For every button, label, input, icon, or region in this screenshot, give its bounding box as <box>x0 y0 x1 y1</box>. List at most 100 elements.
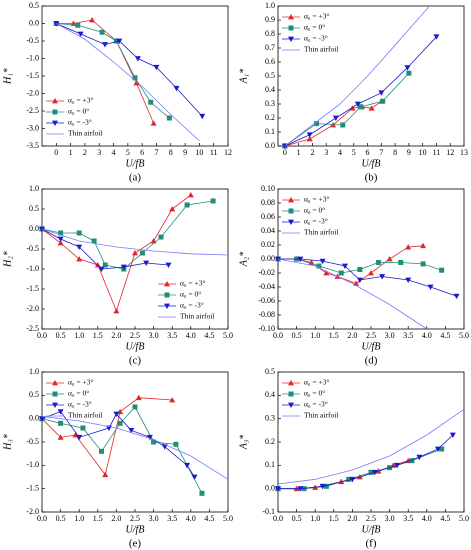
x-tick-label: 3.5 <box>403 331 413 340</box>
marker <box>427 284 434 290</box>
legend-label: α₀ = +3° <box>68 96 94 105</box>
marker <box>306 136 313 142</box>
marker <box>116 38 123 44</box>
x-tick-label: 7 <box>379 148 383 157</box>
x-tick-label: 4.0 <box>186 331 196 340</box>
x-tick-label: 4.5 <box>204 331 214 340</box>
marker <box>113 38 119 44</box>
legend: α₀ = +3° α₀ = 0° α₀ = -3° Thin airfoil <box>282 12 338 54</box>
marker <box>76 434 83 441</box>
legend-label: α₀ = +3° <box>304 378 330 387</box>
x-tick-label: 1.0 <box>74 331 84 340</box>
y-tick-label: 0.5 <box>265 71 275 80</box>
marker <box>77 31 84 37</box>
x-tick-label: 4.0 <box>186 514 196 523</box>
panel-caption: (b) <box>365 172 378 184</box>
marker <box>76 244 83 250</box>
marker <box>378 90 385 96</box>
x-tick-label: 5.0 <box>223 514 233 523</box>
marker <box>416 454 423 461</box>
y-tick-label: 0.2 <box>265 437 275 446</box>
marker <box>406 70 412 76</box>
panel-caption: (a) <box>129 172 142 184</box>
x-tick-label: 11 <box>433 148 441 157</box>
series-line <box>277 258 428 330</box>
marker <box>405 277 412 283</box>
y-tick-label: 0.4 <box>265 85 275 94</box>
y-tick-label: 0.9 <box>265 15 275 24</box>
x-tick-label: 1.0 <box>74 514 84 523</box>
legend-label: α₀ = -3° <box>68 118 92 127</box>
marker <box>439 446 445 452</box>
legend-label: α₀ = +3° <box>180 279 206 288</box>
y-axis-label: A₁* <box>238 69 249 85</box>
marker <box>354 101 361 107</box>
x-tick-label: 2.0 <box>347 514 357 523</box>
x-tick-label: 3 <box>97 148 101 157</box>
marker <box>306 132 313 138</box>
legend-label: α₀ = +3° <box>68 378 94 387</box>
y-tick-label: -1.0 <box>26 460 39 469</box>
legend-label: α₀ = 0° <box>304 23 325 32</box>
y-tick-label: 0.0 <box>29 224 39 233</box>
marker <box>52 120 58 126</box>
marker <box>166 115 172 121</box>
y-tick-label: 1.0 <box>29 184 39 193</box>
x-tick-label: 3.5 <box>167 331 177 340</box>
x-tick-label: 6 <box>140 148 144 157</box>
series-line <box>278 245 424 284</box>
y-tick-label: 0.02 <box>261 240 275 249</box>
marker <box>146 434 153 441</box>
legend-label: α₀ = 0° <box>68 107 89 116</box>
marker <box>52 391 58 397</box>
marker <box>165 262 172 268</box>
x-tick-label: 3.5 <box>403 514 413 523</box>
panel-caption: (e) <box>129 538 142 550</box>
marker <box>288 197 294 203</box>
series-line <box>277 409 465 485</box>
marker <box>375 260 381 265</box>
x-tick-label: 2 <box>83 148 87 157</box>
marker <box>453 293 460 300</box>
x-tick-label: 12 <box>446 148 454 157</box>
x-tick-label: 4.0 <box>422 514 432 523</box>
marker <box>380 98 386 104</box>
panel: 0.0 0.5 1.0 1.5 2.0 2.5 3.0 3.5 4.0 4.5 5.0 -2.5 -2.… <box>2 184 233 367</box>
marker <box>164 292 170 298</box>
x-tick-label: 0.5 <box>292 514 302 523</box>
legend-label: Thin airfoil <box>304 411 338 420</box>
series-line <box>56 23 200 142</box>
marker <box>332 115 339 121</box>
marker <box>113 411 120 417</box>
y-tick-label: -2.5 <box>26 324 39 333</box>
y-tick-label: -2.0 <box>26 88 39 97</box>
marker <box>173 441 179 447</box>
y-axis-label: H₁* <box>2 68 13 85</box>
x-axis-label: U/fB <box>362 524 381 535</box>
x-tick-label: 3.0 <box>149 331 159 340</box>
y-axis-label: A₃* <box>238 435 249 451</box>
panel-caption: (d) <box>365 355 378 367</box>
panel-caption: (f) <box>366 538 377 550</box>
marker <box>434 446 441 452</box>
marker <box>323 483 329 489</box>
marker <box>288 402 294 408</box>
x-tick-label: 7 <box>154 148 158 157</box>
y-tick-label: 0.06 <box>261 212 275 221</box>
y-axis-label: H₃* <box>2 434 13 451</box>
marker <box>386 256 393 262</box>
y-tick-label: -1.0 <box>26 53 39 62</box>
marker <box>169 397 176 403</box>
marker <box>80 425 86 431</box>
x-tick-label: 9 <box>183 148 187 157</box>
marker <box>113 308 120 314</box>
marker <box>52 402 58 408</box>
x-tick-label: 0.0 <box>273 514 283 523</box>
legend: α₀ = +3° α₀ = 0° α₀ = -3° Thin airfoil <box>282 195 338 237</box>
series-line <box>278 258 457 297</box>
y-tick-label: 0.7 <box>265 43 275 52</box>
marker <box>358 104 364 110</box>
marker <box>184 462 191 469</box>
x-tick-label: 12 <box>224 148 232 157</box>
